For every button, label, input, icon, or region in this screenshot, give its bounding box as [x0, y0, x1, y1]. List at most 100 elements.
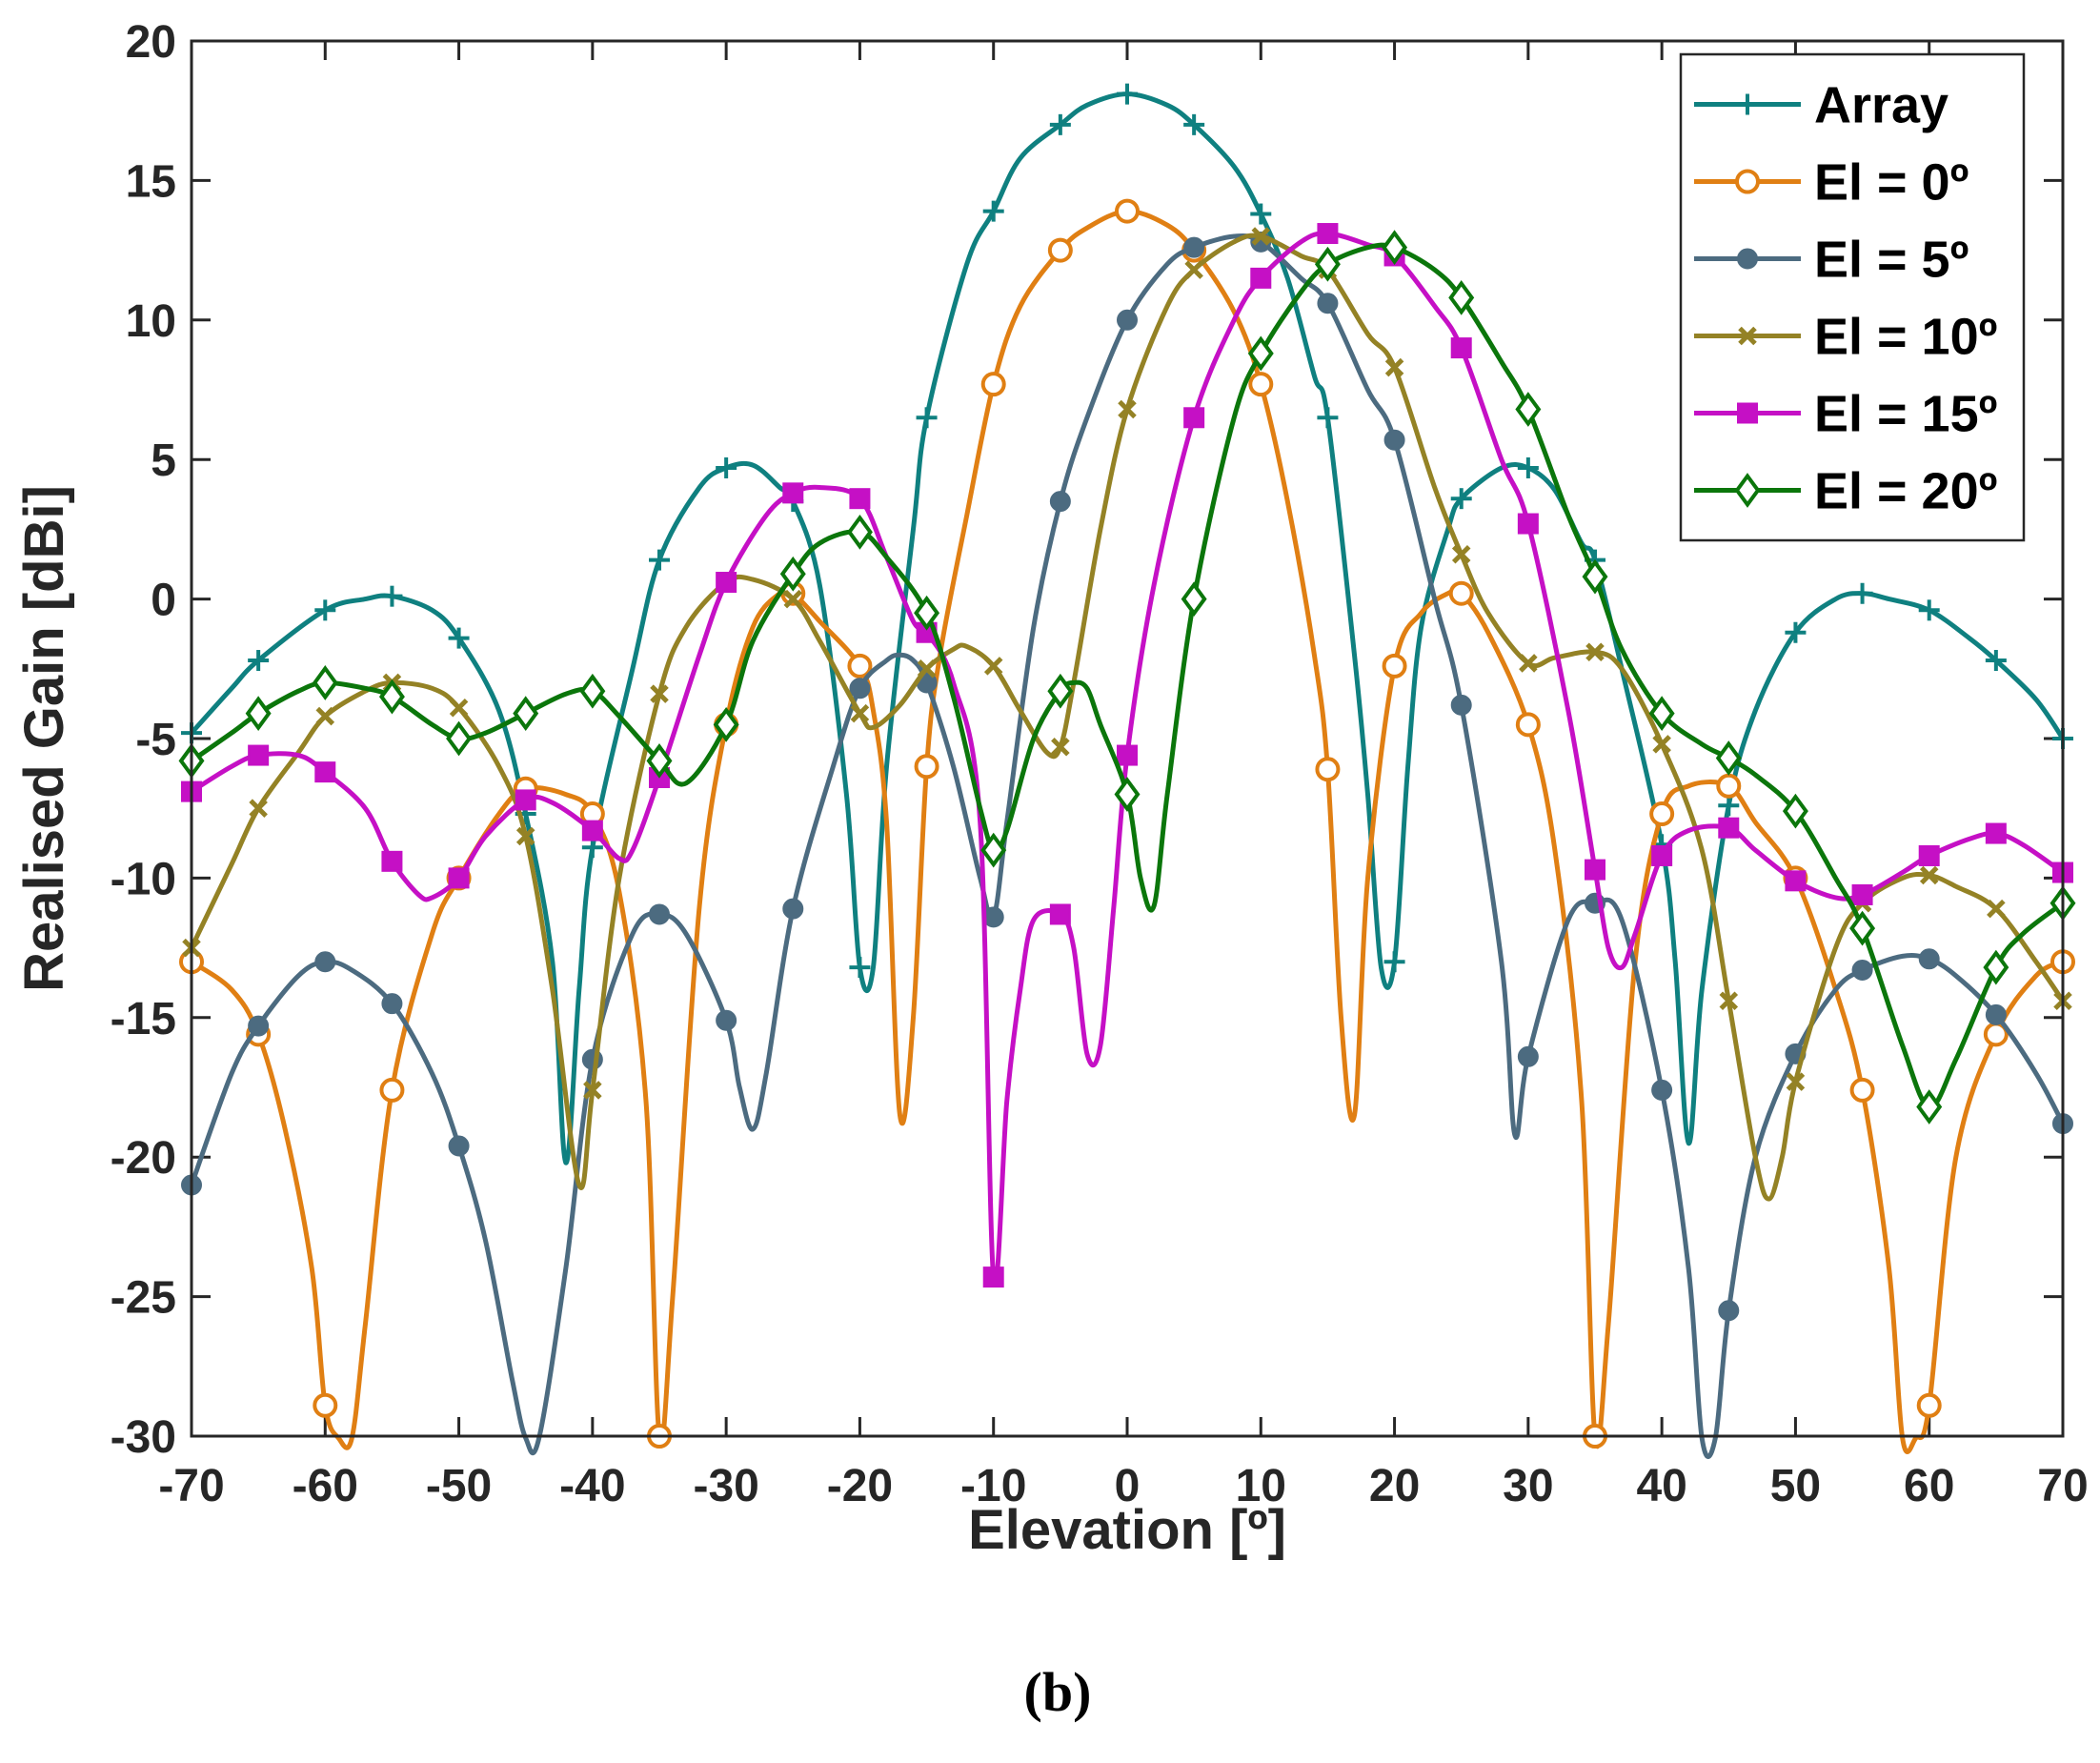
data-point-marker — [1786, 1072, 1806, 1091]
data-point-marker — [1047, 237, 1073, 263]
data-point-marker — [1919, 865, 1939, 885]
legend-item: Array — [1694, 77, 1949, 134]
data-point-marker — [1785, 621, 1807, 643]
x-tick-label: -70 — [158, 1461, 224, 1511]
data-point-marker — [914, 754, 939, 780]
data-point-marker — [314, 599, 336, 621]
data-point-marker — [313, 1392, 338, 1418]
data-point-marker — [1918, 844, 1940, 866]
data-point-marker — [1985, 822, 2007, 844]
data-point-marker — [1382, 230, 1408, 266]
x-tick-label: 20 — [1369, 1461, 1420, 1511]
data-point-marker — [1782, 793, 1808, 829]
legend-marker — [1735, 169, 1760, 194]
x-tick-label: -60 — [293, 1461, 358, 1511]
data-point-marker — [916, 407, 938, 429]
data-point-marker — [1585, 642, 1605, 661]
x-tick-label: 0 — [1115, 1461, 1141, 1511]
data-point-marker — [782, 482, 804, 504]
data-point-marker — [1251, 227, 1271, 246]
x-axis-ticks: -70 -60 -50 -40 -30 -20 -10 0 10 20 30 40 50 60 70 — [158, 41, 2089, 1511]
data-point-marker — [1250, 203, 1272, 225]
data-point-marker — [1184, 260, 1203, 279]
data-point-marker — [1517, 456, 1539, 478]
data-point-marker — [581, 820, 603, 841]
legend-label: El = 20º — [1814, 463, 1997, 520]
plot-frame — [190, 39, 2065, 1438]
data-point-marker — [980, 372, 1006, 397]
x-tick-label: -50 — [426, 1461, 492, 1511]
data-point-marker — [1117, 744, 1138, 766]
x-tick-label: -30 — [693, 1461, 758, 1511]
data-point-marker — [1585, 859, 1605, 881]
x-tick-label: -10 — [960, 1461, 1026, 1511]
data-point-marker — [779, 556, 806, 592]
data-point-marker — [1918, 599, 1940, 621]
data-point-marker — [446, 720, 473, 757]
data-point-marker — [1851, 582, 1873, 604]
data-point-marker — [1582, 558, 1608, 595]
data-point-marker — [1115, 198, 1140, 224]
data-point-marker — [980, 832, 1007, 868]
data-point-marker — [1718, 795, 1740, 817]
data-point-marker — [1648, 696, 1675, 732]
data-point-marker — [716, 572, 737, 594]
data-point-marker — [1918, 948, 1940, 970]
x-tick-label: 10 — [1236, 1461, 1286, 1511]
legend-item: El = 0º — [1694, 154, 1969, 212]
data-point-marker — [1652, 735, 1671, 754]
data-point-marker — [449, 699, 469, 718]
x-axis-label: Elevation [º] — [968, 1499, 1286, 1561]
data-point-marker — [1517, 513, 1539, 535]
y-tick-label: 5 — [151, 436, 176, 486]
series-line — [189, 233, 2066, 1202]
data-point-marker — [1049, 113, 1071, 135]
data-point-marker — [583, 1081, 602, 1100]
data-point-marker — [248, 650, 270, 672]
data-point-marker — [982, 1267, 1004, 1288]
data-point-marker — [1314, 246, 1341, 282]
data-point-marker — [1450, 694, 1472, 716]
data-point-marker — [849, 678, 871, 699]
data-point-marker — [315, 706, 335, 726]
data-point-marker — [1651, 1079, 1673, 1101]
data-point-marker — [579, 673, 606, 709]
y-tick-label: 20 — [126, 17, 176, 68]
series-line — [189, 233, 2066, 1459]
y-tick-label: -15 — [111, 994, 176, 1044]
x-tick-label: 50 — [1770, 1461, 1821, 1511]
data-point-marker — [1519, 654, 1538, 673]
data-point-marker — [646, 743, 673, 779]
legend-item: El = 20º — [1694, 463, 1997, 520]
x-tick-label: 30 — [1503, 1461, 1553, 1511]
data-point-marker — [1985, 650, 2007, 672]
data-point-marker — [1719, 991, 1739, 1010]
y-axis-label: Realised Gain [dBi] — [13, 485, 75, 992]
series-line — [190, 91, 2066, 1165]
x-tick-label: 60 — [1904, 1461, 1954, 1511]
data-point-marker — [782, 898, 804, 920]
legend-label: Array — [1814, 77, 1949, 134]
data-point-marker — [448, 627, 470, 649]
data-point-marker — [1450, 488, 1472, 510]
data-point-marker — [846, 514, 873, 550]
data-point-marker — [1317, 293, 1339, 314]
data-point-marker — [1517, 1045, 1539, 1067]
data-point-marker — [1049, 903, 1071, 925]
data-point-marker — [248, 744, 270, 766]
data-point-marker — [649, 549, 670, 571]
y-axis-ticks: -30 -25 -20 -15 -10 -5 0 5 10 15 20 — [111, 17, 2063, 1463]
legend-item: El = 5º — [1694, 232, 1969, 289]
y-tick-label: -30 — [111, 1412, 176, 1463]
data-point-marker — [716, 456, 737, 478]
series-5 — [178, 230, 2076, 1125]
data-point-marker — [381, 850, 403, 872]
legend-marker — [1737, 402, 1758, 424]
data-point-marker — [1117, 309, 1138, 331]
data-point-marker — [1450, 337, 1472, 359]
data-point-marker — [713, 706, 739, 742]
x-tick-label: 40 — [1636, 1461, 1686, 1511]
data-point-marker — [248, 1015, 270, 1037]
data-point-marker — [783, 589, 803, 609]
